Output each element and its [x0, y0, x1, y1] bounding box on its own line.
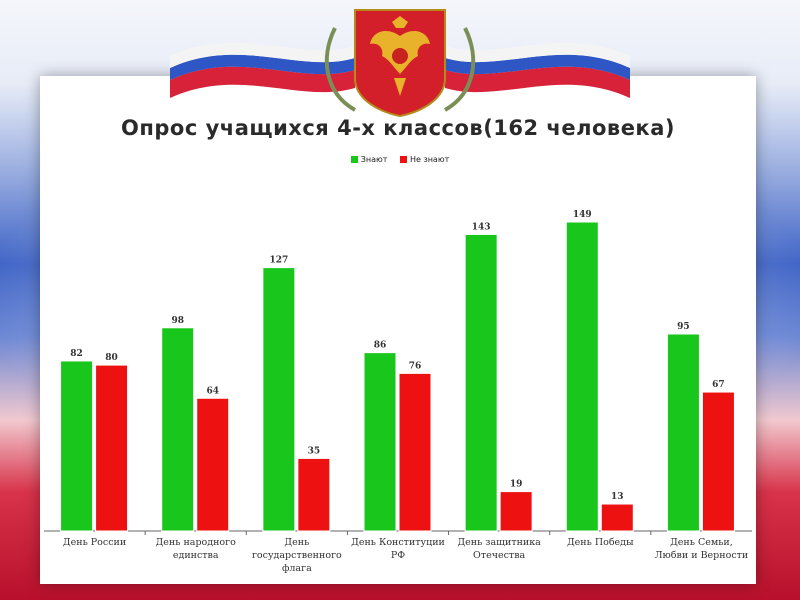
- bar-know-0: [60, 360, 94, 532]
- data-label-dont-know-4: 19: [510, 480, 523, 490]
- legend-swatch-dont-know: [399, 156, 407, 163]
- bar-know-1: [161, 327, 195, 532]
- bar-know-5: [565, 221, 599, 532]
- x-tick-label-1: День народного единства: [156, 537, 237, 561]
- coat-of-arms-icon: [354, 9, 446, 118]
- data-label-dont-know-6: 67: [712, 380, 725, 390]
- legend-item-know: Знают: [350, 155, 388, 164]
- bar-dont-know-6: [701, 391, 735, 532]
- data-label-know-4: 143: [472, 222, 491, 232]
- data-label-know-2: 127: [269, 256, 288, 266]
- bar-dont-know-2: [297, 457, 331, 532]
- bar-know-6: [666, 333, 700, 532]
- x-tick-label-5: День Победы: [567, 537, 634, 548]
- bar-dont-know-0: [95, 364, 129, 532]
- data-label-know-3: 86: [374, 341, 387, 351]
- emblem-ribbon: [170, 9, 630, 118]
- x-tick-label-4: День защитника Отечества: [457, 537, 541, 561]
- bar-dont-know-1: [196, 397, 230, 532]
- bar-dont-know-3: [398, 372, 432, 532]
- data-label-dont-know-5: 13: [611, 492, 624, 502]
- legend-item-dont-know: Не знают: [399, 155, 450, 164]
- data-label-dont-know-1: 64: [206, 386, 219, 396]
- legend-label-dont-know: Не знают: [409, 155, 450, 164]
- chart-title: Опрос учащихся 4-х классов(162 человека): [121, 116, 675, 140]
- bar-dont-know-5: [600, 503, 634, 532]
- data-label-know-1: 98: [171, 316, 184, 326]
- bar-know-3: [363, 352, 397, 532]
- bar-know-2: [262, 267, 296, 532]
- data-label-know-6: 95: [677, 322, 690, 332]
- bar-know-4: [464, 233, 498, 532]
- x-tick-label-2: День государственного флага: [252, 537, 342, 574]
- data-label-dont-know-3: 76: [409, 361, 422, 371]
- chart-panel: [40, 76, 756, 584]
- x-tick-label-0: День России: [63, 537, 126, 548]
- chart-legend: Знают Не знают: [0, 155, 800, 165]
- data-label-dont-know-2: 35: [308, 446, 321, 456]
- x-tick-label-6: День Семьи, Любви и Верности: [655, 537, 749, 561]
- legend-swatch-know: [350, 156, 358, 163]
- data-label-dont-know-0: 80: [105, 353, 118, 363]
- bar-dont-know-4: [499, 491, 533, 532]
- legend-label-know: Знают: [360, 155, 388, 164]
- data-label-know-0: 82: [70, 349, 83, 359]
- x-tick-label-3: День Конституции РФ: [351, 537, 445, 561]
- data-label-know-5: 149: [573, 210, 592, 220]
